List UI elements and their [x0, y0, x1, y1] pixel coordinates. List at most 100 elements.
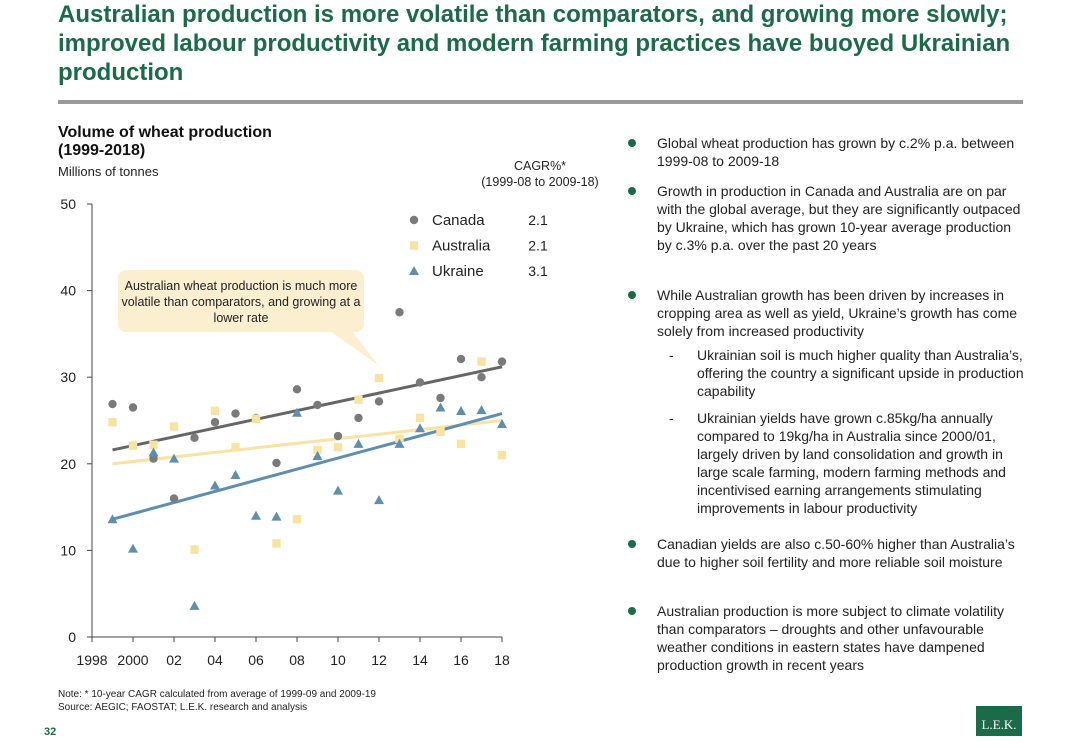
data-point-canada [313, 400, 322, 410]
sub-bullet-text: Ukrainian soil is much higher quality th… [697, 347, 1024, 399]
bullet-dot [628, 187, 636, 195]
data-point-australia [374, 373, 384, 383]
bullet-text: Australian production is more subject to… [657, 603, 1005, 673]
x-tick-label: 10 [330, 652, 346, 668]
data-point-ukraine [353, 438, 364, 448]
legend-marker-australia [409, 241, 419, 250]
sub-bullet-dash: - [669, 347, 674, 363]
data-point-ukraine [128, 543, 138, 553]
data-point-canada [415, 378, 425, 387]
data-point-canada [374, 397, 384, 406]
data-point-ukraine [107, 514, 118, 524]
data-point-ukraine [312, 451, 323, 461]
data-point-australia [436, 427, 445, 436]
source-text: Source: AEGIC; FAOSTAT; L.E.K. research … [58, 702, 308, 713]
data-point-australia [395, 434, 404, 443]
y-tick-label: 10 [60, 542, 76, 558]
bullet-dot [628, 139, 636, 147]
legend-label-ukraine: Ukraine [432, 263, 484, 280]
data-point-australia [477, 357, 486, 366]
sub-bullet-dash: - [669, 410, 674, 426]
data-point-australia [313, 445, 322, 455]
data-point-canada [333, 431, 343, 441]
x-tick-label: 02 [166, 652, 182, 668]
data-point-ukraine [230, 470, 241, 480]
bullet-text: Growth in production in Canada and Austr… [657, 183, 1021, 253]
data-point-australia [292, 515, 302, 524]
chart-title-line1: Volume of wheat production [58, 124, 272, 141]
data-point-canada [272, 458, 281, 468]
data-point-australia [108, 418, 117, 427]
x-tick-label: 04 [207, 652, 223, 668]
data-point-ukraine [251, 510, 261, 520]
x-tick-label: 06 [248, 652, 264, 668]
data-point-ukraine [169, 453, 179, 463]
chart-title: Volume of wheat production (1999-2018) [58, 124, 272, 160]
data-point-australia [231, 443, 240, 452]
data-point-canada [292, 385, 302, 394]
legend-cagr-canada: 2.1 [528, 212, 548, 228]
data-point-canada [108, 399, 117, 409]
cagr-period: (1999-08 to 2009-18) [481, 175, 599, 189]
data-point-ukraine [435, 402, 446, 412]
x-tick-label: 08 [289, 652, 305, 668]
y-tick-label: 30 [60, 369, 76, 385]
note-text: Note: * 10-year CAGR calculated from ave… [58, 689, 376, 700]
legend-cagr-ukraine: 3.1 [528, 263, 548, 279]
lek-logo: L.E.K. [976, 706, 1022, 736]
data-point-ukraine [415, 423, 425, 433]
data-point-australia [456, 439, 466, 449]
sub-bullet-text: Ukrainian yields have grown c.85kg/ha an… [697, 410, 1006, 516]
data-point-australia [415, 413, 425, 423]
data-point-ukraine [497, 418, 507, 428]
data-point-australia [251, 414, 261, 423]
data-point-canada [436, 393, 445, 403]
y-tick-label: 0 [68, 629, 76, 645]
data-point-ukraine [374, 495, 384, 505]
data-point-australia [128, 441, 138, 450]
chart-units: Millions of tonnes [58, 164, 159, 179]
x-tick-label: 16 [453, 652, 469, 668]
data-point-ukraine [394, 438, 405, 448]
legend-label-australia: Australia [432, 238, 491, 255]
page-number: 32 [44, 726, 57, 738]
data-point-ukraine [333, 485, 343, 495]
data-point-canada [354, 413, 363, 423]
data-point-ukraine [476, 405, 487, 415]
data-point-ukraine [148, 447, 159, 457]
data-point-australia [272, 539, 281, 548]
data-point-ukraine [271, 511, 282, 521]
y-tick-label: 50 [60, 196, 76, 212]
data-point-ukraine [456, 405, 466, 415]
wheat-production-chart: 0 10 20 30 40 50 1998 2000 02 04 06 08 10 12 14 16 18 Can… [60, 196, 548, 668]
data-point-ukraine [292, 407, 302, 417]
x-tick-label: 12 [371, 652, 387, 668]
bullet-dot [628, 607, 636, 615]
y-tick-label: 40 [60, 283, 76, 299]
data-point-canada [456, 354, 466, 364]
cagr-header: CAGR%* (1999-08 to 2009-18) [470, 158, 610, 190]
data-point-canada [128, 403, 138, 412]
callout-pointer [330, 331, 378, 365]
chart-title-line2: (1999-2018) [58, 142, 146, 159]
legend-marker-canada [409, 215, 419, 225]
trend-line-canada [112, 365, 503, 452]
data-point-australia [210, 406, 220, 416]
bullet-text: Canadian yields are also c.50-60% higher… [657, 536, 1015, 570]
data-point-canada [477, 373, 486, 382]
x-tick-label: 18 [494, 652, 510, 668]
callout-box [118, 270, 364, 332]
x-tick-label: 14 [412, 652, 428, 668]
cagr-label: CAGR%* [513, 159, 567, 173]
x-tick-label: 1998 [76, 652, 107, 668]
data-point-ukraine [189, 600, 200, 610]
x-tick-label: 2000 [117, 652, 148, 668]
data-point-canada [169, 494, 179, 503]
footnote: Note: * 10-year CAGR calculated from ave… [58, 688, 376, 714]
bullet-text: While Australian growth has been driven … [657, 287, 1018, 339]
data-point-australia [333, 443, 343, 452]
data-point-australia [497, 450, 507, 460]
legend-marker-ukraine [409, 266, 419, 275]
data-point-canada [395, 308, 404, 317]
bullet-dot [628, 540, 636, 548]
